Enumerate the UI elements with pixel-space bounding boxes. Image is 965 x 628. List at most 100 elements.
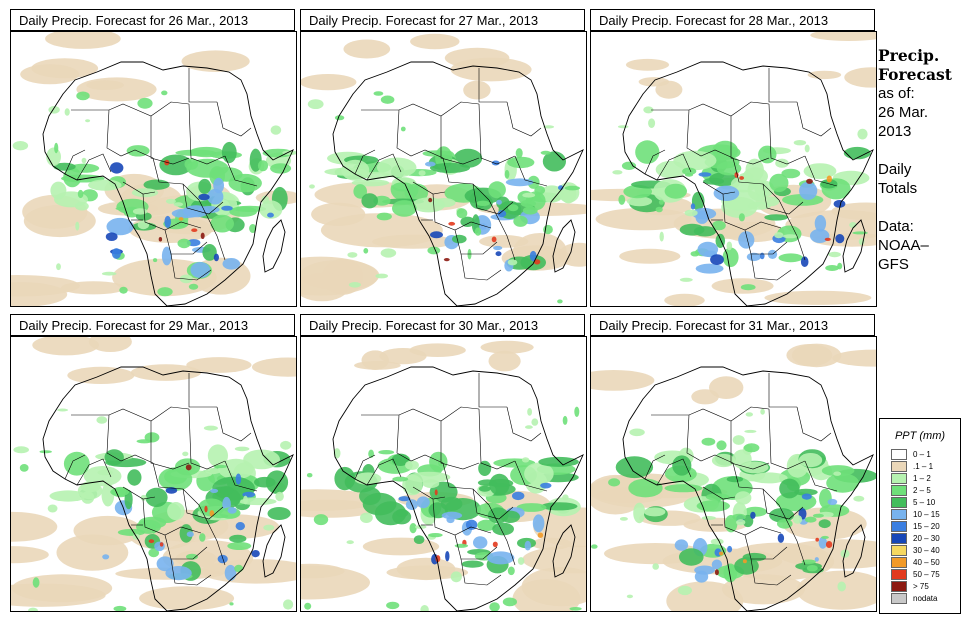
precip-field — [301, 33, 586, 304]
precip-map — [10, 336, 297, 612]
precip-cell — [265, 470, 289, 494]
panel-title: Daily Precip. Forecast for 31 Mar., 2013 — [590, 314, 875, 336]
precip-cell — [792, 515, 803, 524]
precip-cell — [677, 585, 692, 596]
precip-cell — [493, 245, 503, 251]
precip-cell — [489, 473, 510, 496]
precip-cell — [557, 299, 563, 304]
country-border — [460, 558, 502, 586]
precip-cell — [212, 514, 229, 519]
country-border — [651, 101, 770, 117]
legend-label: 50 – 75 — [913, 569, 940, 579]
precip-cell — [735, 491, 752, 505]
precip-cell — [542, 151, 566, 172]
precip-cell — [793, 140, 807, 146]
precip-cell — [591, 544, 598, 549]
precip-cell — [343, 39, 391, 59]
precip-cell — [137, 220, 150, 230]
precip-cell — [479, 235, 529, 248]
precip-cell — [543, 125, 555, 129]
country-border — [440, 421, 480, 470]
legend-label: nodata — [913, 593, 938, 603]
precip-cell — [562, 494, 569, 501]
country-border — [514, 460, 548, 492]
precip-cell — [505, 178, 534, 187]
precip-cell — [275, 491, 284, 502]
precip-cell — [410, 33, 460, 50]
precip-cell — [507, 566, 515, 576]
country-border — [730, 421, 770, 470]
precip-cell — [280, 440, 292, 450]
country-border — [170, 253, 212, 281]
country-border — [71, 406, 190, 422]
country-border — [152, 462, 200, 506]
precip-cell — [54, 142, 59, 154]
precip-cell — [283, 599, 294, 610]
precip-cell — [61, 281, 126, 295]
precip-cell — [224, 564, 237, 581]
precip-cell — [416, 496, 430, 509]
precip-cell — [270, 125, 282, 135]
precip-cell — [758, 145, 777, 164]
asof-year: 2013 — [878, 123, 912, 140]
precip-cell — [259, 200, 283, 219]
precip-cell — [448, 221, 456, 226]
precip-cell — [739, 176, 744, 180]
precip-cell — [524, 540, 531, 551]
precip-cell — [821, 535, 829, 539]
country-border — [76, 458, 112, 486]
precip-cell — [144, 432, 160, 443]
precip-cell — [263, 524, 275, 531]
precip-cell — [742, 559, 747, 564]
country-border — [762, 488, 804, 520]
precip-cell — [465, 519, 478, 530]
precip-cell — [185, 464, 192, 471]
precip-cell — [711, 559, 723, 570]
precip-cell — [740, 284, 756, 291]
precip-cell — [373, 91, 384, 96]
country-border — [454, 534, 498, 560]
precip-cell — [625, 58, 670, 71]
precip-cell — [139, 586, 235, 611]
country-border — [730, 116, 770, 165]
precip-cell — [413, 535, 425, 544]
country-border — [224, 460, 258, 492]
precip-cell — [181, 50, 250, 72]
country-border — [442, 157, 490, 201]
precip-cell — [420, 605, 429, 611]
precip-cell — [309, 184, 315, 189]
precip-cell — [203, 425, 218, 431]
precip-cell — [810, 228, 830, 243]
precip-cell — [243, 495, 248, 505]
precip-cell — [643, 106, 654, 114]
country-border — [188, 68, 217, 103]
country-border — [656, 458, 692, 486]
precip-cell — [672, 455, 692, 476]
precip-cell — [516, 503, 547, 512]
precip-cell — [710, 538, 724, 545]
precip-cell — [438, 459, 443, 467]
precip-cell — [137, 97, 153, 109]
precip-cell — [380, 95, 395, 104]
precip-cell — [716, 161, 742, 176]
precip-cell — [409, 523, 417, 534]
precip-cell — [209, 510, 215, 517]
country-border — [64, 149, 86, 175]
country-border — [656, 153, 692, 181]
precip-cell — [821, 465, 855, 477]
precip-cell — [824, 237, 831, 241]
precip-cell — [718, 551, 724, 556]
madagascar-outline — [552, 219, 576, 273]
country-border — [506, 101, 542, 137]
precip-cell — [492, 541, 498, 548]
precip-cell — [131, 188, 159, 198]
country-border — [188, 103, 226, 165]
precip-cell — [333, 448, 341, 459]
precip-cell — [102, 554, 110, 560]
precip-cell — [495, 251, 502, 257]
precip-cell — [101, 482, 115, 507]
country-border — [478, 103, 516, 165]
precip-cell — [392, 182, 414, 192]
legend-swatch — [891, 568, 907, 580]
precip-cell — [157, 287, 173, 297]
